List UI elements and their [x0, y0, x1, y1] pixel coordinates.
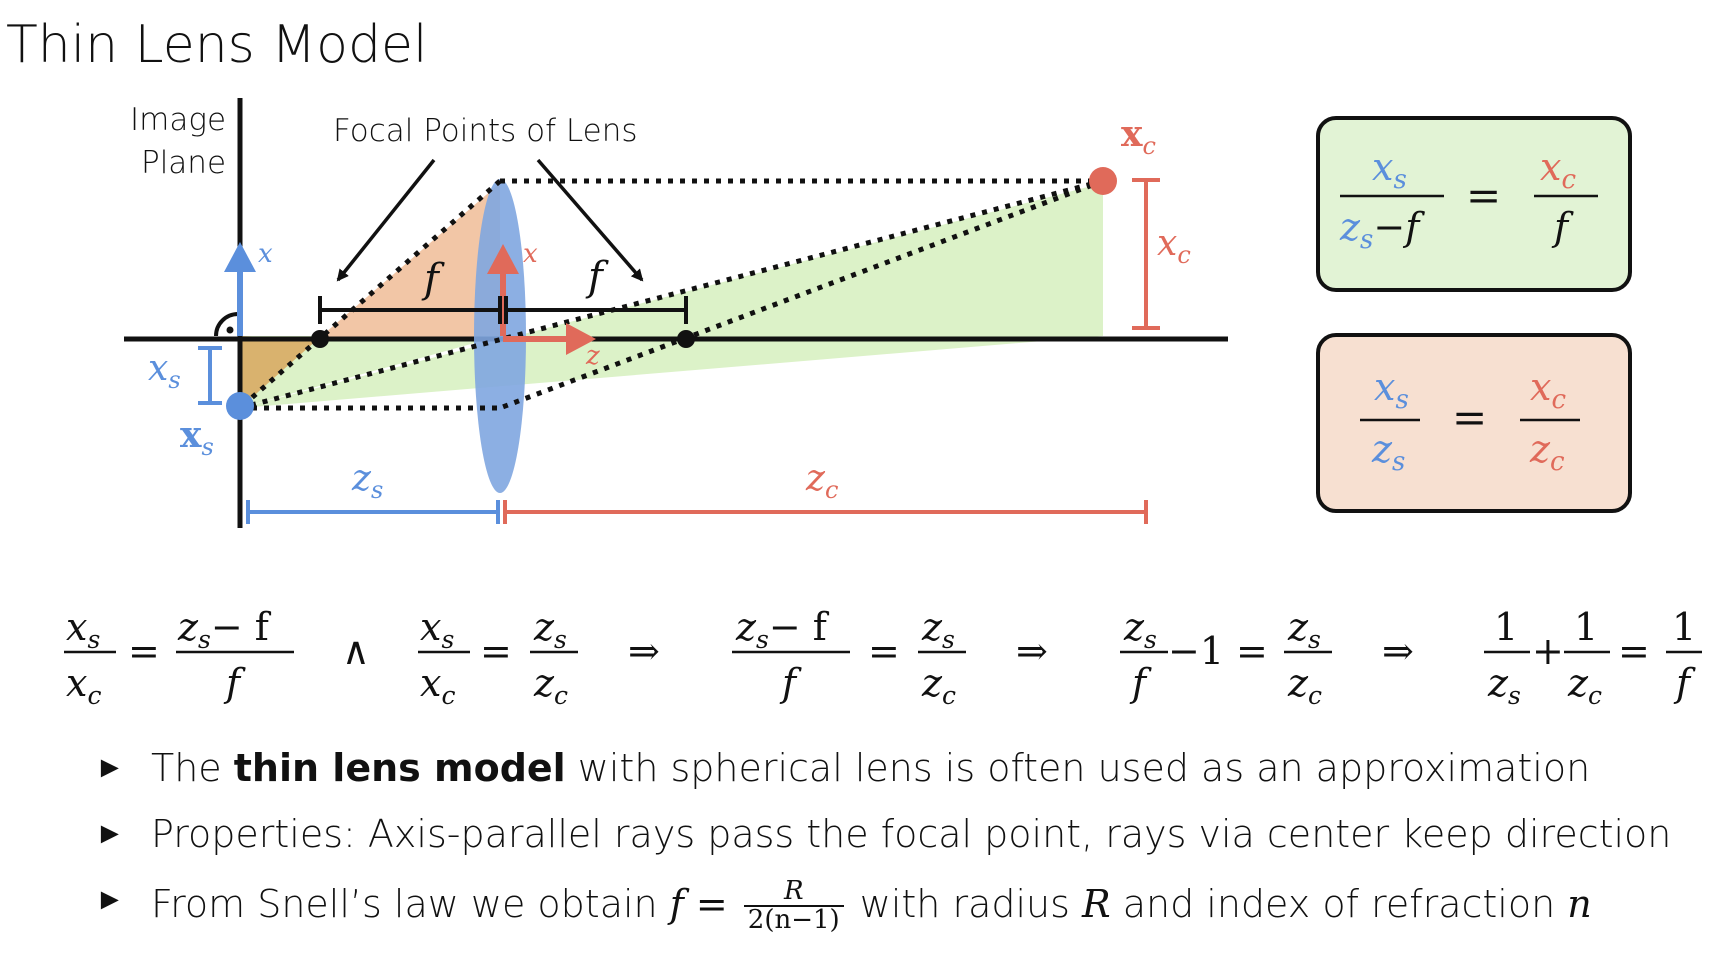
- svg-text:⇒: ⇒: [1016, 629, 1048, 673]
- svg-text:zs− f: zs− f: [177, 605, 272, 654]
- svg-text:=: =: [128, 629, 160, 673]
- svg-text:f: f: [1129, 661, 1152, 705]
- focal-point-right: [677, 330, 695, 348]
- svg-text:=: =: [1236, 629, 1268, 673]
- svg-text:xs: xs: [1374, 365, 1409, 415]
- svg-text:=: =: [1618, 629, 1650, 673]
- svg-text:zc: zc: [533, 661, 568, 710]
- svg-text:zs− f: zs− f: [735, 605, 830, 654]
- zc-distance-label: zc: [805, 458, 838, 504]
- svg-text:xc: xc: [66, 661, 101, 710]
- focal-length-right-label: f: [585, 254, 609, 300]
- object-point-xc: [1089, 167, 1117, 195]
- bullet-item-thin-lens: ► The thin lens model with spherical len…: [95, 746, 1695, 812]
- xc-height-bracket: [1132, 178, 1160, 330]
- xc-height-label: xc: [1157, 223, 1191, 269]
- bullet-item-properties: ► Properties: Axis-parallel rays pass th…: [95, 812, 1695, 878]
- image-plane-label-line1: Image: [130, 102, 226, 138]
- derivation-equations: xs xc = zs− f f ∧ xs xc = zs zc ⇒ zs− f …: [64, 605, 1702, 710]
- svg-text:zs: zs: [1123, 605, 1157, 654]
- svg-text:zs−f: zs−f: [1339, 205, 1425, 255]
- focal-points-arrow-right: [536, 158, 644, 282]
- svg-text:f: f: [1673, 661, 1696, 705]
- svg-text:zc: zc: [1567, 661, 1602, 710]
- svg-text:=: =: [1466, 171, 1501, 220]
- svg-text:xc: xc: [420, 661, 455, 710]
- svg-text:zs: zs: [1487, 661, 1521, 710]
- svg-text:zs: zs: [921, 605, 955, 654]
- focal-length-bracket-left: [318, 296, 502, 324]
- right-angle-dot: [226, 326, 234, 334]
- xs-height-bracket: [198, 346, 222, 405]
- svg-text:⇒: ⇒: [1382, 629, 1414, 673]
- zs-distance-label: zs: [351, 458, 383, 504]
- svg-text:f: f: [779, 661, 802, 705]
- svg-text:+: +: [1532, 629, 1564, 673]
- ray-center: [239, 178, 1104, 411]
- focal-point-left: [311, 330, 329, 348]
- xs-height-label: xs: [148, 348, 181, 394]
- bullet-list: ► The thin lens model with spherical len…: [95, 746, 1695, 944]
- svg-text:−1: −1: [1168, 629, 1224, 673]
- svg-text:⇒: ⇒: [628, 629, 660, 673]
- ray-top-to-focal-left: [238, 179, 502, 410]
- orange-equation-box: xs zs = xc zc: [1316, 333, 1632, 513]
- svg-text:f: f: [223, 661, 246, 705]
- bullet-marker-icon: ►: [95, 816, 125, 851]
- svg-text:1: 1: [1672, 605, 1696, 649]
- bullet-text: Properties: Axis-parallel rays pass the …: [151, 812, 1672, 856]
- svg-text:xc: xc: [1540, 145, 1576, 195]
- bullet-text: The thin lens model with spherical lens …: [151, 746, 1591, 790]
- svg-text:xs: xs: [420, 605, 454, 654]
- bullet-marker-icon: ►: [95, 882, 125, 917]
- image-point-xs: [226, 392, 254, 420]
- focal-points-label: Focal Points of Lens: [333, 113, 638, 149]
- bullet-marker-icon: ►: [95, 750, 125, 785]
- camera-x-axis-label: x: [523, 239, 538, 269]
- svg-text:zs: zs: [1371, 427, 1405, 477]
- svg-text:zs: zs: [533, 605, 567, 654]
- image-x-axis-label: x: [258, 239, 273, 269]
- camera-z-axis-arrowhead: [566, 323, 596, 355]
- svg-text:∧: ∧: [342, 629, 370, 673]
- focal-points-arrow-left: [336, 158, 436, 282]
- svg-text:xc: xc: [1530, 365, 1566, 415]
- svg-text:zc: zc: [921, 661, 956, 710]
- svg-text:zc: zc: [1287, 661, 1322, 710]
- camera-z-axis-label: z: [585, 341, 600, 371]
- light-rays: [238, 178, 1104, 411]
- focal-length-bracket-right: [504, 296, 688, 324]
- svg-text:=: =: [480, 629, 512, 673]
- bullet-item-snell: ► From Snell’s law we obtain f = R 2(n−1)…: [95, 876, 1695, 944]
- zs-distance-bracket: [246, 500, 500, 524]
- svg-text:zc: zc: [1529, 427, 1565, 477]
- right-angle-marker: [214, 312, 239, 337]
- svg-text:=: =: [868, 629, 900, 673]
- zc-distance-bracket: [503, 500, 1148, 524]
- snell-fraction: R 2(n−1): [743, 877, 844, 935]
- object-point-label: xc: [1121, 113, 1156, 160]
- svg-text:xs: xs: [1372, 145, 1407, 195]
- svg-text:1: 1: [1574, 605, 1598, 649]
- green-equation-box: xs zs−f = xc f: [1316, 116, 1632, 292]
- page-title: Thin Lens Model: [6, 15, 427, 75]
- bullet-text: From Snell’s law we obtain f = R 2(n−1) w…: [151, 876, 1592, 936]
- image-point-label: xs: [180, 414, 214, 461]
- camera-x-axis-arrowhead: [487, 244, 519, 274]
- image-x-axis-arrowhead: [224, 242, 256, 272]
- image-plane-label-line2: Plane: [141, 145, 226, 181]
- svg-text:=: =: [1452, 393, 1487, 442]
- svg-text:xs: xs: [66, 605, 100, 654]
- svg-text:zs: zs: [1287, 605, 1321, 654]
- svg-text:1: 1: [1494, 605, 1518, 649]
